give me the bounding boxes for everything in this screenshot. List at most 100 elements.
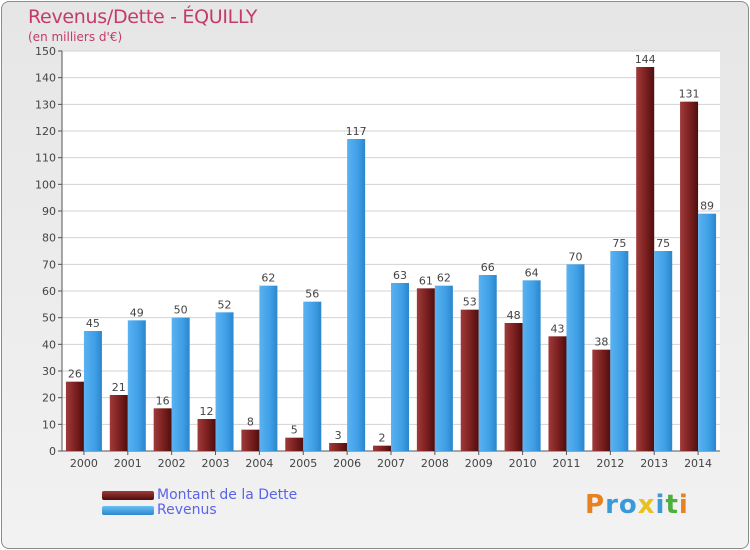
y-tick-label: 30: [42, 365, 56, 378]
x-tick-label: 2006: [333, 457, 361, 470]
data-label-revenue-2004: 62: [261, 272, 275, 285]
data-label-debt-2003: 12: [200, 405, 214, 418]
chart-subtitle: (en milliers d'€): [28, 30, 123, 44]
data-label-revenue-2011: 70: [568, 250, 582, 263]
bar-revenue-2011: [566, 264, 585, 451]
data-label-revenue-2005: 56: [305, 288, 319, 301]
bar-debt-2008: [416, 288, 435, 451]
legend-swatch-debt: [102, 490, 154, 500]
bar-revenue-2002: [171, 317, 190, 451]
data-label-debt-2005: 5: [291, 424, 298, 437]
bar-debt-2012: [592, 349, 611, 451]
data-label-debt-2004: 8: [247, 416, 254, 429]
chart-title: Revenus/Dette - ÉQUILLY: [28, 6, 258, 28]
data-label-revenue-2010: 64: [525, 266, 539, 279]
data-label-debt-2013: 144: [635, 53, 656, 66]
logo-letter: i: [655, 490, 666, 520]
logo-letter: r: [605, 490, 619, 520]
legend-item-revenue: Revenus: [102, 502, 217, 518]
y-tick-label: 150: [35, 45, 56, 58]
data-label-revenue-2002: 50: [174, 304, 188, 317]
bar-debt-2013: [636, 67, 655, 451]
x-tick-label: 2011: [552, 457, 580, 470]
bar-revenue-2000: [83, 331, 102, 451]
x-tick-label: 2013: [640, 457, 668, 470]
data-label-debt-2010: 48: [507, 309, 521, 322]
y-tick-label: 110: [35, 152, 56, 165]
legend-item-debt: Montant de la Dette: [102, 487, 297, 503]
logo-letter: P: [585, 490, 606, 520]
logo-letter: i: [678, 490, 689, 520]
bar-debt-2002: [153, 408, 172, 451]
y-tick-label: 10: [42, 418, 56, 431]
bar-revenue-2009: [478, 275, 497, 451]
bar-debt-2010: [504, 323, 523, 451]
bar-revenue-2014: [698, 213, 717, 451]
bar-revenue-2013: [654, 251, 673, 451]
data-label-debt-2002: 16: [156, 394, 170, 407]
y-tick-label: 40: [42, 338, 56, 351]
legend-swatch-revenue: [102, 505, 154, 515]
bar-debt-2003: [197, 419, 216, 451]
bar-revenue-2005: [303, 301, 322, 451]
data-label-debt-2014: 131: [679, 88, 700, 101]
proxiti-logo: Proxiti: [585, 490, 689, 520]
bar-revenue-2004: [259, 285, 278, 451]
data-label-revenue-2014: 89: [700, 200, 714, 213]
bar-debt-2009: [460, 309, 479, 451]
y-tick-label: 70: [42, 258, 56, 271]
bar-debt-2006: [329, 443, 348, 451]
x-tick-label: 2009: [465, 457, 493, 470]
logo-letter: t: [665, 490, 679, 520]
bar-debt-2014: [680, 101, 699, 452]
x-tick-label: 2004: [245, 457, 273, 470]
legend-label-revenue: Revenus: [157, 502, 217, 518]
data-label-debt-2012: 38: [594, 336, 608, 349]
data-label-debt-2007: 2: [379, 432, 386, 445]
bar-revenue-2007: [391, 283, 409, 451]
y-tick-label: 50: [42, 312, 56, 325]
bar-debt-2004: [241, 429, 260, 451]
x-tick-label: 2005: [289, 457, 317, 470]
data-label-debt-2011: 43: [550, 322, 564, 335]
data-label-revenue-2001: 49: [130, 306, 144, 319]
data-label-revenue-2012: 75: [612, 237, 626, 250]
x-tick-label: 2001: [114, 457, 142, 470]
data-label-debt-2008: 61: [419, 274, 433, 287]
bar-revenue-2001: [127, 320, 146, 451]
data-label-debt-2000: 26: [68, 368, 82, 381]
data-label-revenue-2006: 117: [346, 125, 367, 138]
bar-debt-2001: [109, 395, 128, 451]
data-label-revenue-2009: 66: [481, 261, 495, 274]
bar-debt-2007: [373, 445, 391, 451]
bar-revenue-2012: [610, 251, 629, 451]
y-tick-label: 0: [49, 445, 56, 458]
data-label-debt-2006: 3: [335, 429, 342, 442]
bar-revenue-2008: [434, 285, 453, 451]
data-label-revenue-2013: 75: [656, 237, 670, 250]
bar-revenue-2010: [522, 280, 541, 451]
x-tick-label: 2008: [421, 457, 449, 470]
x-tick-label: 2014: [684, 457, 712, 470]
y-tick-label: 130: [35, 98, 56, 111]
data-label-revenue-2000: 45: [86, 317, 100, 330]
y-tick-label: 60: [42, 285, 56, 298]
bar-debt-2005: [285, 437, 304, 451]
bar-debt-2000: [65, 381, 84, 451]
logo-letter: o: [618, 490, 638, 520]
logo-letter: x: [637, 490, 656, 520]
x-tick-label: 2010: [509, 457, 537, 470]
legend-label-debt: Montant de la Dette: [157, 487, 298, 503]
y-tick-label: 20: [42, 392, 56, 405]
y-tick-label: 80: [42, 232, 56, 245]
x-tick-label: 2007: [377, 457, 405, 470]
data-label-revenue-2007: 63: [393, 269, 407, 282]
y-tick-label: 100: [35, 178, 56, 191]
data-label-debt-2009: 53: [463, 296, 477, 309]
data-label-debt-2001: 21: [112, 381, 126, 394]
y-tick-label: 140: [35, 72, 56, 85]
y-tick-label: 90: [42, 205, 56, 218]
data-label-revenue-2008: 62: [437, 272, 451, 285]
